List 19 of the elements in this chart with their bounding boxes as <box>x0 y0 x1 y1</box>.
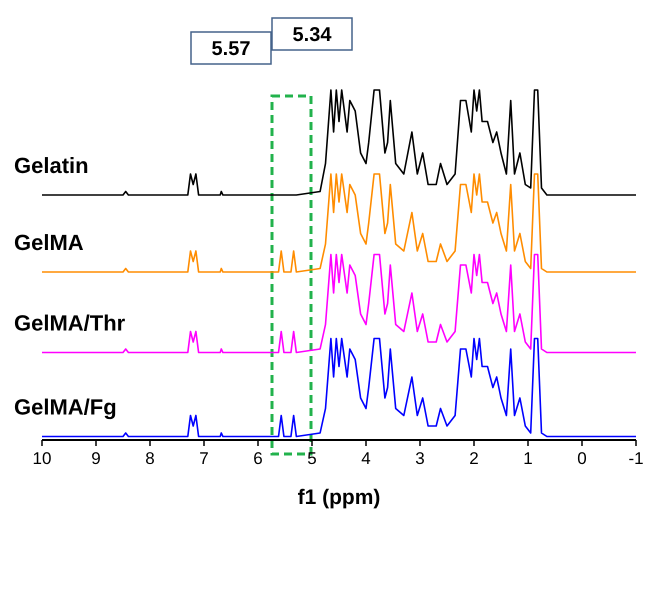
series-label: Gelatin <box>14 153 89 178</box>
x-tick-label: 0 <box>577 449 587 468</box>
series-label: GelMA/Fg <box>14 394 117 420</box>
x-tick-label: 1 <box>523 449 533 468</box>
series-label: GelMA/Thr <box>14 310 126 336</box>
x-tick-label: 4 <box>361 449 371 468</box>
text: 5.57 <box>212 38 250 60</box>
x-tick-label: 9 <box>91 449 101 468</box>
x-tick-label: 6 <box>253 449 263 468</box>
x-tick-label: 8 <box>145 449 155 468</box>
x-tick-label: 3 <box>415 449 425 468</box>
x-tick-label: -1 <box>628 449 644 468</box>
x-axis-title: f1 (ppm) <box>298 486 380 509</box>
series-label: GelMA <box>14 230 84 255</box>
x-tick-label: 10 <box>32 449 52 468</box>
x-tick-label: 5 <box>307 449 317 468</box>
x-tick-label: 2 <box>469 449 479 468</box>
x-tick-label: 7 <box>199 449 209 468</box>
text: 5.34 <box>292 24 332 46</box>
